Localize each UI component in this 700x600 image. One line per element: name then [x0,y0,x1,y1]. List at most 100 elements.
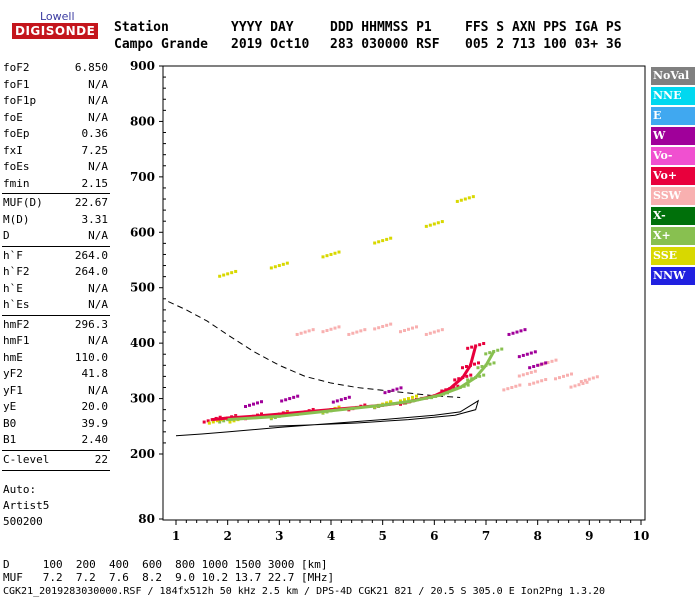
param-name: B0 [3,416,17,430]
echo-point-sse [234,269,238,273]
echo-point-ssw [303,330,307,334]
param-name: foF2 [3,61,30,74]
echo-point-vo [478,343,482,347]
echo-point-ssw [359,329,363,333]
echo-point-w [280,399,284,403]
echo-point-x [484,352,488,356]
param-separator [2,314,110,316]
echo-point-vo [457,377,461,381]
echo-point-w [521,353,525,357]
param-row: yE 20.0 [3,399,108,415]
x-tick-label: 7 [482,529,490,543]
echo-point-sse [281,262,285,266]
param-value: 39.9 [81,416,109,430]
echo-point-ssw [355,330,359,334]
echo-point-ssw [428,331,432,335]
echo-point-sse [399,399,402,403]
legend-item: SSW [651,187,695,205]
param-row: foF1p N/A [3,93,108,109]
param-value: N/A [88,298,108,311]
echo-point-ssw [347,332,351,336]
ionogram-plot: 80 200 300 400 500 600 700 800 900 1 2 3 4 5 6 7 8 9 10 [130,59,650,543]
echo-point-ssw [554,377,557,381]
echo-point-w [244,405,247,409]
echo-point-w [528,366,532,370]
echo-point-sse [337,405,341,409]
x-tick-label: 10 [633,529,650,543]
y-tick-label: 300 [130,392,155,406]
param-value: 0.36 [81,127,109,140]
echo-point-sse [432,222,436,226]
param-separator [2,470,110,471]
echo-point-w [511,331,515,335]
echo-point-vo [469,373,473,377]
auto-artist: Artist5 [3,499,50,512]
echo-point-sse [226,272,230,276]
param-row: fxI 7.25 [3,143,108,159]
echo-point-sse [373,241,377,245]
echo-point-ssw [299,331,303,335]
echo-point-ssw [424,332,428,336]
x-tick-label: 3 [275,529,283,543]
header-value-date: 2019 Oct10 [231,37,310,52]
echo-point-w [347,395,351,399]
echo-point-sse [329,252,333,256]
echo-point-ssw [583,378,587,382]
legend-item: X- [651,207,695,225]
echo-point-w [529,351,533,355]
echo-point-sse [455,199,459,203]
x-tick-label: 5 [378,529,386,543]
header-value-time: 283 030000 RSF [330,37,440,52]
param-value: 22.67 [74,196,108,209]
legend-item: Vo+ [651,167,695,185]
echo-point-vo [465,365,468,369]
echo-point-ssw [411,326,414,330]
header-label-time: DDD HHMMSS P1 [330,20,432,35]
param-row: foF1 N/A [3,77,108,93]
echo-point-ssw [333,326,337,330]
param-name: fxI [3,143,23,157]
echo-point-sse [207,421,211,425]
echo-point-vo [452,385,456,389]
param-row: D N/A [3,228,108,244]
param-row: foEs N/A [3,159,108,175]
echo-point-sse [285,261,289,265]
legend-item: SSE [651,247,695,265]
param-value: 110.0 [74,350,108,364]
echo-point-ssw [363,328,367,332]
echo-point-w [248,403,251,407]
echo-point-ssw [533,369,537,373]
param-name: MUF(D) [3,196,43,209]
echo-point-ssw [436,329,440,333]
param-name: yF1 [3,383,23,397]
echo-point-sse [381,239,385,243]
echo-point-ssw [536,380,540,384]
echo-point-sse [230,271,234,275]
echo-point-sse [222,273,226,277]
y-tick-label: 900 [130,59,155,73]
echo-point-ssw [517,374,521,378]
echo-point-ssw [514,384,518,388]
echo-point-sse [459,198,463,202]
echo-point-vo [482,342,486,346]
echo-point-w [292,395,296,399]
param-row: fmin 2.15 [3,176,108,192]
echo-point-w [383,391,387,395]
echo-point-ssw [407,327,410,331]
echo-point-ssw [591,376,595,380]
param-separator [2,193,110,194]
auto-label: Auto: [3,483,37,496]
echo-point-ssw [525,372,529,376]
echo-point-vo [473,362,476,366]
echo-point-ssw [558,376,561,380]
echo-point-ssw [544,378,548,382]
param-value: N/A [88,160,108,173]
echo-point-sse [424,224,428,228]
echo-point-vo [465,374,469,378]
echo-point-ssw [528,382,532,386]
param-name: foF1p [3,94,37,107]
param-row: h`Es N/A [3,297,108,313]
echo-point-w [523,328,527,332]
echo-point-w [540,362,544,366]
echo-point-ssw [351,331,355,335]
